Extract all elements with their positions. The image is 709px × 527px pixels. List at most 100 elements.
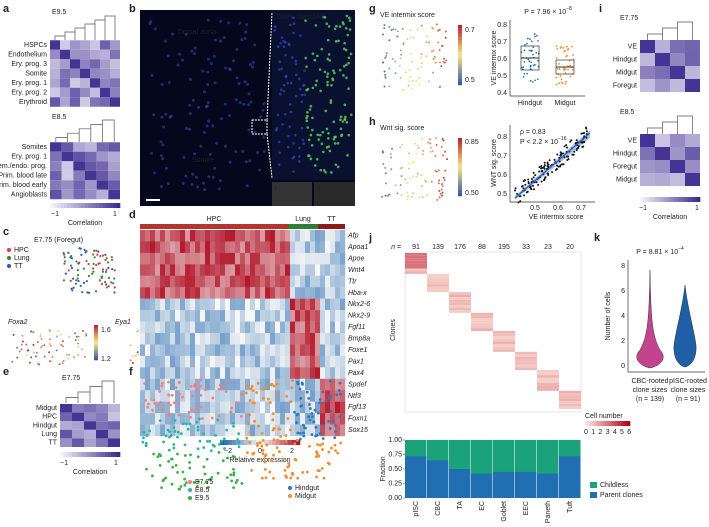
clone-cell (427, 284, 449, 287)
heatmap-cell (190, 310, 196, 322)
x-tick-label: 0.6 (553, 205, 563, 212)
colorbar (240, 440, 245, 445)
cell-point (77, 354, 80, 357)
colorbar (105, 452, 109, 457)
cell-point (55, 335, 58, 338)
cell-point (347, 87, 350, 90)
cell-point (86, 291, 89, 294)
heatmap-cell (330, 275, 336, 288)
cell-point (244, 391, 248, 395)
heatmap-cell (185, 401, 191, 414)
heatmap-cell (110, 78, 120, 88)
cell-point (196, 447, 200, 451)
cell-point (309, 157, 313, 161)
heatmap-cell (160, 287, 166, 299)
jitter-point (563, 50, 566, 53)
heatmap-cell (330, 390, 336, 402)
heatmap-cell (255, 310, 261, 322)
cell-point (296, 380, 300, 384)
cell-point (212, 54, 216, 58)
gene-label: Spdef (348, 381, 367, 388)
cell-point (105, 268, 108, 271)
cell-point (441, 191, 444, 194)
cell-point (32, 351, 35, 354)
cell-point (217, 414, 221, 418)
heatmap-cell (270, 390, 276, 402)
heatmap-cell (175, 275, 181, 288)
heatmap-cell (108, 429, 120, 439)
heatmap-cell (340, 401, 346, 414)
cell-point (420, 65, 423, 68)
cell-point (321, 437, 325, 440)
heatmap-cell (165, 298, 171, 311)
cell-point (293, 442, 297, 446)
scatter-point (546, 161, 549, 164)
heatmap-cell (185, 230, 191, 242)
heatmap-cell (100, 97, 110, 107)
heatmap-cell (640, 66, 655, 79)
jitter-point (555, 45, 558, 48)
heatmap-cell (240, 424, 246, 437)
cell-point (412, 36, 415, 39)
cell-point (303, 426, 307, 430)
heatmap-cell (150, 264, 156, 276)
heatmap-cell (110, 59, 120, 69)
cell-point (205, 124, 209, 128)
clone-cell (515, 357, 537, 360)
heatmap-cell (190, 252, 196, 265)
cell-point (328, 427, 332, 430)
legend-gradient (594, 421, 597, 426)
cell-point (262, 396, 265, 400)
cell-point (432, 71, 435, 74)
scatter-point (563, 156, 566, 159)
clone-cell (493, 341, 515, 344)
clone-cell (537, 380, 559, 383)
heatmap-cell (300, 287, 306, 299)
cell-point (241, 149, 245, 153)
legend-gradient (585, 421, 588, 426)
colorbar (94, 356, 98, 359)
cell-point (176, 430, 180, 434)
cell-point (329, 99, 333, 102)
cell-point (436, 198, 439, 201)
heatmap-cell (60, 438, 72, 447)
cell-point (178, 52, 182, 56)
cell-point (257, 424, 260, 428)
panel-label: h (369, 116, 376, 128)
cell-point (411, 175, 414, 178)
heatmap-cell (340, 241, 346, 254)
scatter-point (553, 158, 556, 161)
cell-point (321, 442, 325, 446)
legend-label: Hindgut (295, 485, 319, 492)
cell-point (445, 59, 448, 62)
cell-point (272, 438, 276, 442)
cell-point (162, 125, 166, 129)
heatmap-cell (270, 264, 276, 276)
panel-title: E7.75 (Foregut) (34, 237, 83, 244)
heatmap-cell (150, 275, 156, 288)
heatmap-cell (280, 367, 286, 379)
cell-point (216, 418, 220, 422)
cell-point (406, 195, 409, 198)
cell-point (78, 261, 81, 264)
heatmap-cell (205, 401, 211, 414)
jitter-point (532, 46, 535, 49)
cell-point (305, 116, 308, 120)
colorbar (284, 440, 289, 445)
cell-point (113, 291, 116, 294)
heatmap-cell (220, 321, 226, 334)
heatmap-cell (85, 151, 97, 162)
cell-point (235, 76, 239, 80)
heatmap-cell (90, 40, 100, 50)
cell-point (183, 454, 187, 457)
heatmap-cell (175, 310, 181, 322)
cell-point (28, 361, 31, 364)
cell-point (172, 426, 176, 430)
cell-point (185, 422, 188, 426)
clone-cell (471, 323, 493, 326)
parent-bar (405, 456, 427, 498)
jitter-point (571, 45, 573, 48)
cell-point (320, 47, 324, 51)
heatmap-cell (200, 344, 206, 357)
cell-point (148, 429, 151, 433)
